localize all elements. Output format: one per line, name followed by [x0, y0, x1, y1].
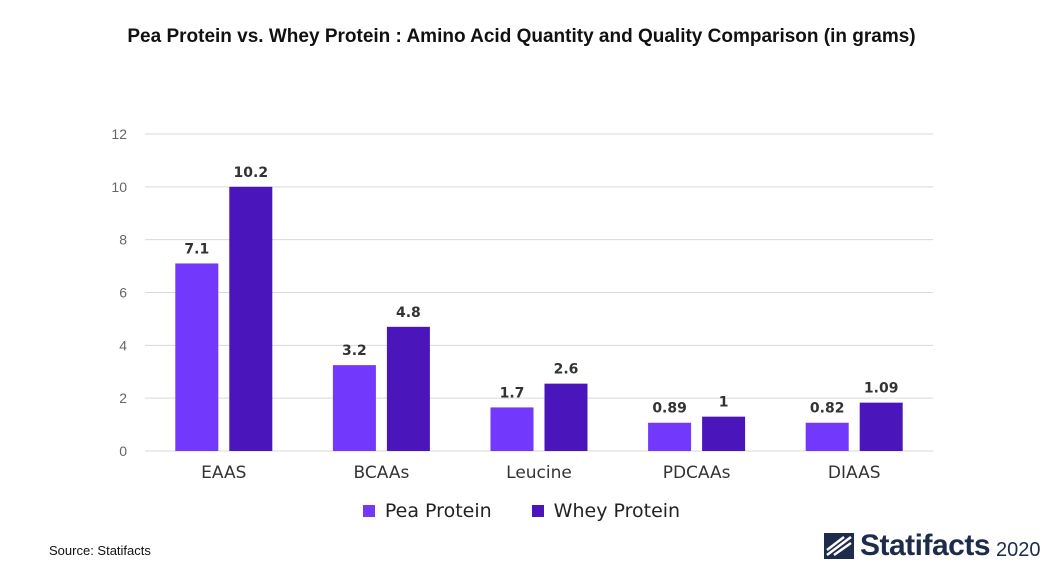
x-tick-label: DIAAS	[828, 463, 881, 483]
brand-name: Statifacts	[860, 529, 991, 562]
legend-item-whey[interactable]: Whey Protein	[531, 500, 681, 522]
brand-logo: Statifacts 2020	[824, 528, 1041, 564]
bar-whey-pdcaas[interactable]	[702, 416, 746, 451]
data-label-whey: 1	[719, 395, 729, 411]
bar-pea-leucine[interactable]	[490, 407, 534, 451]
y-tick-label: 12	[111, 126, 127, 142]
data-label-whey: 1.09	[864, 381, 899, 397]
legend-label-pea: Pea Protein	[384, 500, 492, 522]
y-tick-label: 2	[119, 390, 127, 406]
bar-pea-bcaas[interactable]	[332, 365, 376, 451]
data-label-pea: 0.82	[810, 401, 845, 417]
legend: Pea Protein Whey Protein	[0, 500, 1043, 522]
legend-swatch-pea	[362, 505, 375, 517]
y-axis-ticks: 0 2 4 6 8 10 12	[111, 126, 127, 459]
x-tick-label: PDCAAs	[663, 463, 731, 483]
data-label-pea: 3.2	[342, 343, 367, 359]
legend-label-whey: Whey Protein	[553, 500, 681, 522]
y-tick-label: 6	[119, 285, 127, 301]
statifacts-logo-icon	[824, 533, 854, 559]
legend-swatch-whey	[531, 505, 544, 517]
y-tick-label: 0	[119, 443, 127, 459]
data-label-pea: 0.89	[652, 401, 687, 417]
x-tick-label: Leucine	[506, 463, 572, 483]
brand-year: 2020	[996, 538, 1041, 561]
y-tick-label: 4	[119, 337, 127, 353]
data-label-whey: 10.2	[234, 165, 269, 181]
grid-lines	[145, 133, 933, 452]
bar-pea-eaas[interactable]	[175, 263, 219, 451]
bar-pea-pdcaas[interactable]	[648, 422, 692, 451]
bar-pea-diaas[interactable]	[805, 422, 849, 451]
x-tick-label: EAAS	[201, 463, 246, 483]
legend-item-pea[interactable]: Pea Protein	[362, 500, 492, 522]
bar-whey-bcaas[interactable]	[386, 326, 430, 451]
y-tick-label: 10	[111, 179, 127, 195]
x-tick-label: BCAAs	[353, 463, 409, 483]
data-label-pea: 7.1	[184, 241, 209, 257]
x-axis-ticks: EAAS BCAAs Leucine PDCAAs DIAAS	[201, 463, 880, 483]
data-label-pea: 1.7	[500, 385, 525, 401]
bar-whey-diaas[interactable]	[859, 402, 903, 451]
data-label-whey: 4.8	[396, 305, 421, 321]
data-label-whey: 2.6	[554, 362, 579, 378]
bar-whey-eaas[interactable]	[229, 186, 273, 452]
bar-whey-leucine[interactable]	[544, 383, 588, 451]
bars	[175, 186, 903, 452]
source-note: Source: Statifacts	[49, 543, 151, 558]
chart-title: Pea Protein vs. Whey Protein : Amino Aci…	[127, 26, 916, 47]
data-labels: 7.1 10.2 3.2 4.8 1.7 2.6 0.89 1 0.82 1.09	[184, 165, 898, 417]
y-tick-label: 8	[119, 232, 127, 248]
bar-chart: 0 2 4 6 8 10 12 7.1 10.2 3.2 4.8 1.7 2.6 0.89 1 0.82 1.…	[111, 126, 933, 483]
